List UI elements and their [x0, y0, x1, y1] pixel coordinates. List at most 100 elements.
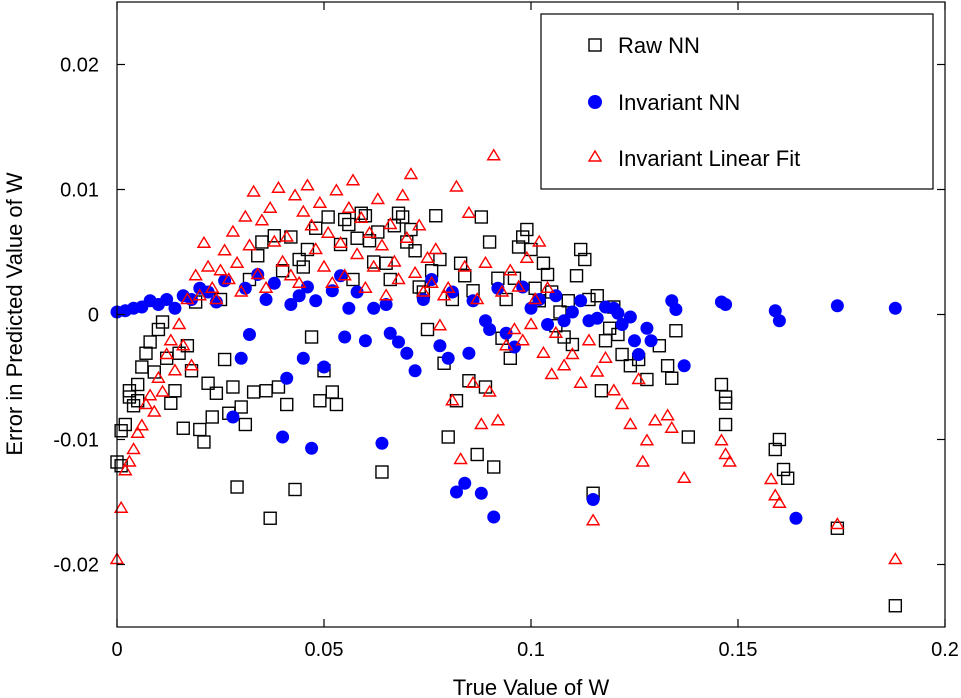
point-square-s0-27 [209, 386, 224, 400]
point-square-s0-46 [288, 482, 302, 497]
point-triangle-s2-4 [126, 442, 141, 455]
point-square-s0-98 [503, 351, 517, 365]
point-triangle-s2-27 [221, 272, 237, 285]
point-square-s0-72 [395, 210, 410, 224]
point-circle-s1-35 [358, 334, 372, 348]
point-square-s0-5 [122, 390, 137, 404]
point-triangle-s2-70 [399, 230, 415, 243]
point-circle-s1-22 [280, 371, 294, 385]
point-circle-s1-17 [242, 328, 256, 341]
point-square-s0-10 [139, 346, 153, 360]
point-triangle-s2-9 [147, 404, 162, 417]
point-circle-s1-77 [640, 321, 654, 335]
point-triangle-s2-13 [163, 333, 179, 346]
point-square-s0-75 [408, 244, 422, 258]
point-triangle-s2-100 [523, 317, 539, 330]
y-axis-label: Error in Predicted Value of W [2, 172, 27, 455]
point-circle-s1-14 [226, 410, 240, 424]
point-square-s0-94 [487, 460, 501, 474]
legend-box [540, 13, 934, 190]
point-triangle-s2-29 [229, 255, 245, 268]
point-triangle-s2-61 [362, 225, 377, 238]
point-triangle-s2-16 [176, 338, 191, 351]
point-triangle-s2-34 [250, 267, 265, 280]
point-circle-s1-37 [375, 436, 389, 450]
point-triangle-s2-71 [403, 167, 419, 180]
point-circle-s1-75 [628, 334, 641, 348]
y-tick-label-1: -0.01 [53, 430, 99, 452]
point-triangle-s2-1 [113, 500, 129, 513]
point-triangle-s2-40 [275, 254, 290, 267]
y-tick-label-4: 0.02 [60, 55, 99, 77]
point-square-s0-85 [449, 394, 464, 408]
point-triangle-s2-39 [271, 180, 286, 193]
point-triangle-s2-124 [714, 433, 729, 446]
point-square-s0-59 [342, 217, 356, 232]
point-triangle-s2-46 [300, 178, 315, 191]
point-circle-s1-25 [296, 351, 310, 365]
point-square-s0-139 [772, 432, 787, 447]
point-square-s0-26 [205, 410, 219, 424]
point-triangle-s2-52 [325, 275, 340, 288]
point-circle-s1-83 [719, 298, 733, 311]
point-triangle-s2-113 [598, 350, 613, 363]
point-triangle-s2-120 [647, 413, 663, 426]
point-triangle-s2-24 [209, 292, 224, 305]
point-triangle-s2-92 [490, 413, 506, 426]
point-circle-s1-57 [499, 326, 513, 340]
legend-triangle-marker-icon [587, 149, 603, 162]
point-triangle-s2-45 [296, 204, 311, 217]
point-triangle-s2-2 [118, 463, 133, 476]
point-triangle-s2-80 [440, 280, 456, 293]
point-triangle-s2-81 [445, 393, 460, 406]
point-square-s0-17 [168, 384, 182, 398]
point-triangle-s2-11 [155, 384, 170, 397]
point-triangle-s2-41 [279, 229, 294, 242]
point-triangle-s2-10 [151, 370, 166, 383]
point-square-s0-101 [516, 230, 530, 244]
point-square-s0-43 [275, 264, 290, 278]
point-triangle-s2-60 [358, 280, 373, 293]
point-square-s0-49 [300, 242, 315, 257]
point-square-s0-90 [470, 447, 484, 462]
point-triangle-s2-109 [573, 375, 588, 388]
point-square-s0-29 [217, 352, 232, 367]
point-triangle-s2-14 [167, 363, 183, 376]
point-triangle-s2-54 [333, 235, 348, 248]
point-circle-s1-68 [586, 493, 600, 506]
point-circle-s1-34 [350, 285, 364, 299]
x-tick-label-1: 0.05 [305, 639, 344, 661]
point-triangle-s2-26 [217, 243, 232, 256]
point-square-s0-132 [669, 324, 683, 338]
point-circle-s1-66 [574, 294, 588, 308]
point-square-s0-58 [338, 212, 352, 227]
point-triangle-s2-56 [341, 200, 357, 213]
point-triangle-s2-17 [180, 292, 195, 305]
data-points-layer [109, 148, 903, 613]
point-circle-s1-84 [768, 304, 782, 318]
point-circle-s1-60 [524, 301, 538, 315]
point-triangle-s2-105 [544, 367, 559, 380]
point-triangle-s2-43 [287, 188, 303, 201]
x-tick-label-0: 0 [111, 639, 122, 661]
point-triangle-s2-79 [436, 288, 452, 301]
point-circle-s1-78 [644, 334, 658, 348]
point-triangle-s2-59 [354, 210, 369, 223]
point-triangle-s2-104 [540, 280, 555, 293]
point-triangle-s2-84 [457, 259, 472, 272]
point-triangle-s2-44 [291, 275, 307, 288]
point-square-s0-8 [130, 394, 145, 408]
point-circle-s1-39 [383, 326, 397, 340]
point-square-s0-41 [267, 229, 282, 243]
point-triangle-s2-67 [387, 254, 402, 267]
point-square-s0-21 [184, 364, 199, 378]
point-triangle-s2-68 [391, 272, 406, 285]
point-triangle-s2-25 [213, 263, 228, 276]
point-triangle-s2-129 [772, 495, 787, 508]
point-square-s0-143 [888, 599, 903, 613]
point-square-s0-3 [118, 417, 132, 432]
point-triangle-s2-77 [428, 242, 444, 255]
point-circle-s1-73 [615, 318, 629, 331]
point-square-s0-62 [354, 206, 368, 220]
point-circle-s1-19 [259, 293, 273, 306]
